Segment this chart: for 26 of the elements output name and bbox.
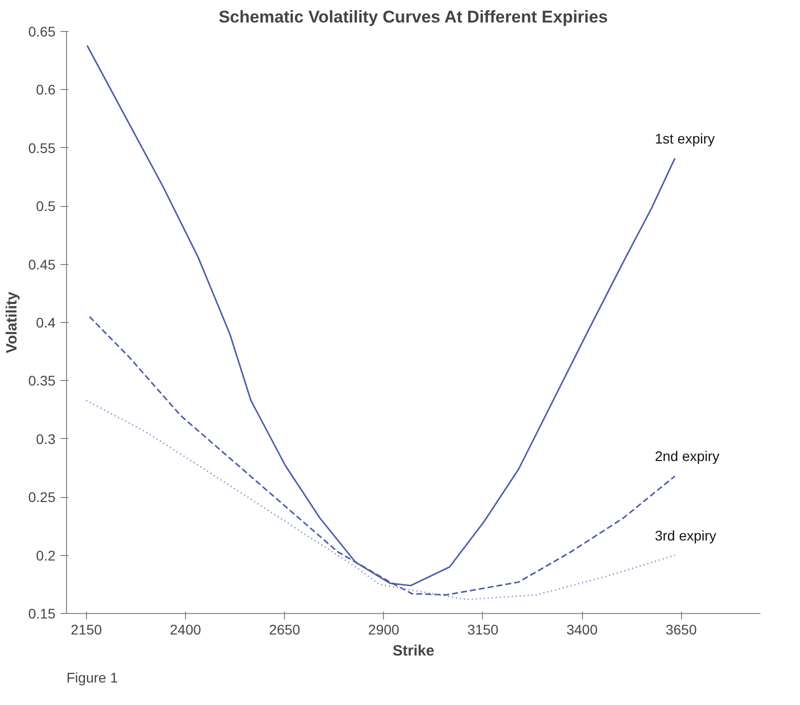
series-label: 1st expiry: [654, 130, 715, 146]
x-tick-label: 3150: [467, 622, 499, 638]
y-tick-label: 0.4: [36, 314, 56, 330]
x-tick-label: 2400: [170, 622, 202, 638]
y-axis-title: Volatility: [3, 291, 20, 354]
y-tick-label: 0.3: [36, 430, 56, 447]
series-label: 2nd expiry: [654, 448, 720, 464]
y-tick-label: 0.6: [36, 82, 56, 98]
x-tick-label: 2650: [269, 622, 300, 638]
y-tick-label: 0.15: [28, 606, 56, 622]
x-tick-label: 3650: [666, 622, 697, 638]
x-tick-label: 2900: [368, 622, 400, 638]
y-tick-label: 0.65: [28, 24, 56, 40]
y-tick-label: 0.2: [36, 547, 56, 564]
x-tick-label: 2150: [70, 622, 102, 638]
line-series: [86, 400, 676, 600]
chart-title: Schematic Volatility Curves At Different Expiries: [218, 8, 608, 26]
y-tick-label: 0.25: [28, 489, 56, 506]
y-tick-label: 0.5: [36, 198, 56, 214]
y-tick-label: 0.35: [28, 372, 56, 389]
x-tick-label: 3400: [566, 622, 598, 638]
y-tick-label: 0.55: [28, 140, 56, 156]
series-label: 3rd expiry: [654, 527, 716, 544]
caption: Figure 1: [66, 670, 118, 686]
y-tick-label: 0.45: [28, 256, 56, 272]
x-axis-title: Strike: [392, 642, 434, 660]
